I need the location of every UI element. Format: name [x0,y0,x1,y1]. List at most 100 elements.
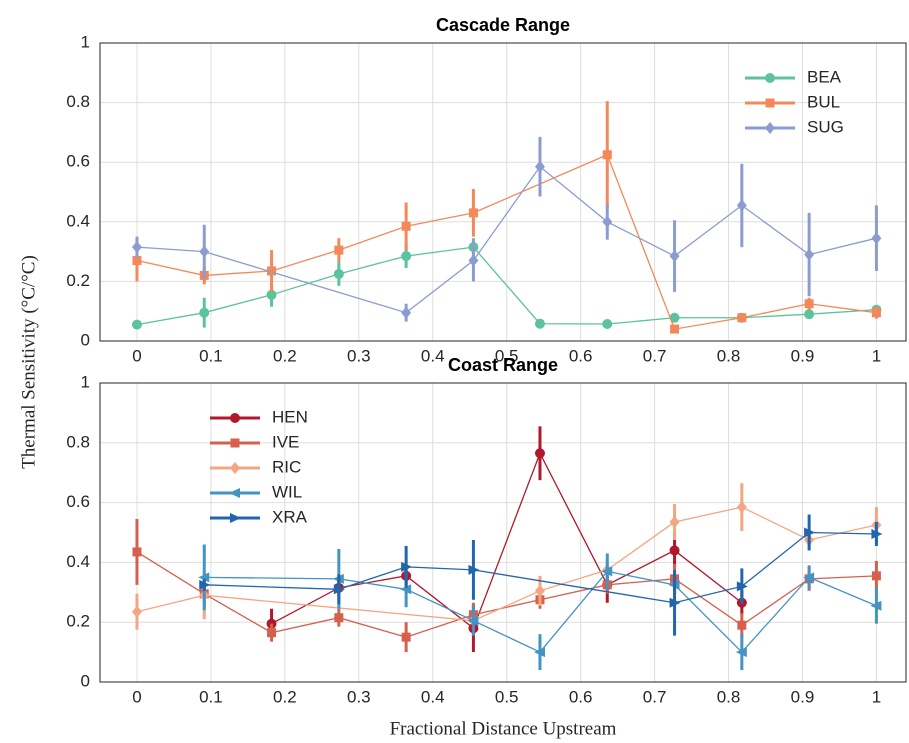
marker [468,254,479,267]
marker [735,647,747,658]
marker [736,581,748,592]
marker [468,564,480,575]
marker [871,308,881,318]
marker [199,307,210,318]
marker [533,647,545,658]
y-tick-label: 0.6 [66,492,90,511]
y-tick-label: 0.2 [66,271,90,290]
marker [131,319,142,330]
legend-label: BUL [807,92,840,111]
x-tick-label: 0.9 [791,687,815,706]
x-tick-label: 0.2 [273,346,297,365]
marker [267,266,277,276]
series-line [136,246,877,326]
marker [266,289,277,300]
series-line [136,551,877,638]
marker [736,199,747,212]
legend-label: SUG [807,117,844,136]
x-tick-label: 0.1 [199,687,223,706]
x-tick-label: 0.1 [199,346,223,365]
marker [602,215,613,228]
marker [334,245,344,255]
marker [870,600,882,611]
marker [669,312,680,323]
marker [267,628,277,638]
marker [131,241,142,254]
chart-title: Cascade Range [436,15,570,35]
marker [230,513,241,523]
x-tick-label: 1 [872,346,881,365]
marker [669,250,680,263]
marker [669,516,680,529]
marker [401,306,412,319]
axes-box [99,42,907,342]
x-tick-label: 0.7 [643,346,667,365]
marker [602,150,612,160]
marker [199,579,211,590]
x-tick-label: 0 [132,687,141,706]
marker [401,251,412,262]
marker [803,572,815,583]
marker [670,324,680,334]
marker [765,98,775,108]
x-tick-label: 0.3 [347,346,371,365]
marker [534,584,545,597]
x-tick-label: 0.4 [421,346,445,365]
marker [871,232,882,245]
x-tick-label: 0.6 [569,346,593,365]
x-tick-label: 0.5 [495,346,519,365]
marker [401,561,413,572]
plot-area [100,43,906,341]
x-axis-label: Fractional Distance Upstream [390,718,617,739]
marker [131,605,142,618]
marker [871,528,883,539]
marker [602,319,613,330]
marker [871,571,881,581]
x-tick-label: 0.8 [717,346,741,365]
x-tick-label: 0.7 [643,687,667,706]
y-tick-label: 0.6 [66,152,90,171]
y-tick-label: 0.8 [66,92,90,111]
x-tick-label: 0.5 [495,687,519,706]
x-tick-label: 1 [872,687,881,706]
marker [804,527,816,538]
marker [199,245,210,258]
x-tick-label: 0.2 [273,687,297,706]
legend-label: XRA [272,507,308,526]
series-line [204,531,877,604]
chart-title: Coast Range [448,355,558,375]
marker [229,488,240,498]
marker [230,462,240,474]
x-tick-label: 0.4 [421,687,445,706]
marker [737,313,747,323]
marker [804,299,814,309]
marker [737,620,747,630]
marker [230,438,240,448]
marker [333,584,345,595]
marker [765,122,775,134]
marker [534,448,545,459]
legend-label: RIC [272,457,301,476]
series-line [204,570,877,654]
legend-label: IVE [272,432,299,451]
marker [601,566,613,577]
y-tick-label: 0.4 [66,552,90,571]
marker [230,413,240,423]
marker [400,584,412,595]
marker [534,318,545,329]
legend-label: WIL [272,482,302,501]
marker [333,268,344,279]
legend-label: HEN [272,407,308,426]
marker [804,248,815,261]
marker [804,309,815,320]
marker [468,208,478,218]
marker [132,256,142,266]
marker [467,615,479,626]
x-tick-label: 0.9 [791,346,815,365]
y-tick-label: 1 [81,372,90,391]
marker [534,160,545,173]
marker [334,613,344,623]
y-tick-label: 0 [81,330,90,349]
y-tick-label: 0 [81,671,90,690]
